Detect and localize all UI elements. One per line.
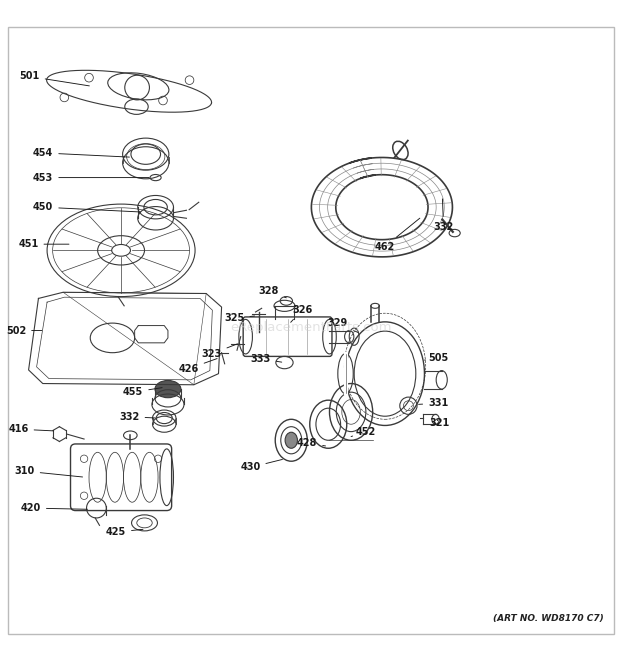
Text: 450: 450 [33,202,141,212]
Text: 329: 329 [328,318,358,332]
Text: 428: 428 [297,438,326,447]
Text: 455: 455 [123,387,162,397]
Text: 462: 462 [374,218,420,252]
Text: 326: 326 [291,305,312,323]
Text: 416: 416 [8,424,53,434]
Text: eReplacementParts.com: eReplacementParts.com [230,321,392,334]
Text: 505: 505 [425,353,448,364]
Text: 333: 333 [250,354,281,364]
Text: 430: 430 [240,459,282,473]
Text: 325: 325 [224,313,255,323]
Text: 323: 323 [202,344,237,359]
Text: 502: 502 [6,325,42,336]
Text: 321: 321 [429,418,450,428]
Text: 310: 310 [14,466,82,477]
Text: 328: 328 [259,286,286,298]
Text: 420: 420 [20,503,87,513]
Text: (ART NO. WD8170 C7): (ART NO. WD8170 C7) [493,614,604,623]
Ellipse shape [155,381,181,398]
Ellipse shape [285,432,298,448]
Text: 425: 425 [106,527,143,537]
Text: 501: 501 [19,71,89,86]
Text: 451: 451 [18,239,69,249]
Text: 331: 331 [418,399,448,408]
Text: 332: 332 [119,412,155,422]
Text: 453: 453 [33,173,149,182]
Text: 332: 332 [433,199,454,232]
Text: 452: 452 [351,426,376,437]
Text: 454: 454 [33,148,130,158]
Text: 426: 426 [179,358,217,373]
